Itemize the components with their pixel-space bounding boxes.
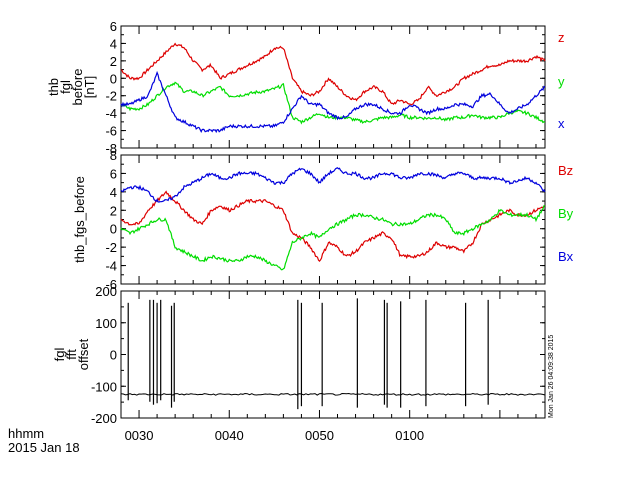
series-line-x xyxy=(120,70,546,134)
panel-bottom: 200 100 0 -100 -200 fglfftoffset xyxy=(52,284,546,426)
series-line-By xyxy=(120,205,546,271)
y-tick-label: -100 xyxy=(91,379,117,394)
y-tick-label: 8 xyxy=(110,148,117,163)
series-label-Bx: Bx xyxy=(558,249,574,264)
y-tick-label: -8 xyxy=(105,141,117,156)
y-tick-label: -4 xyxy=(105,259,117,274)
y-tick-label: 4 xyxy=(110,36,117,51)
y-axis-label-line: fgl xyxy=(52,348,67,362)
offset-baseline xyxy=(120,392,546,396)
y-tick-label: 0 xyxy=(110,348,117,363)
y-tick-label: 4 xyxy=(110,185,117,200)
y-tick-label: 2 xyxy=(110,203,117,218)
panel-top: 6 4 2 0 -2 -4 -6 -8 thbfglbefore[nT] z y x xyxy=(46,19,565,156)
y-tick-label: -6 xyxy=(105,277,117,292)
date-label: 2015 Jan 18 xyxy=(8,440,80,455)
y-tick-label: -2 xyxy=(105,89,117,104)
series-line-Bz xyxy=(120,190,546,262)
y-axis-label-line: [nT] xyxy=(82,76,97,98)
plot-timestamp: Mon Jan 26 04:09:38 2015 xyxy=(548,335,555,418)
y-tick-label: 100 xyxy=(95,316,117,331)
x-tick-label: 0040 xyxy=(215,428,244,443)
series-label-z: z xyxy=(558,30,565,45)
y-tick-label: 6 xyxy=(110,166,117,181)
y-axis-label: thbfglbefore[nT] xyxy=(46,69,97,106)
y-tick-label: -6 xyxy=(105,124,117,139)
y-tick-label: 2 xyxy=(110,54,117,69)
y-tick-label: 6 xyxy=(110,19,117,34)
y-axis-label-line: offset xyxy=(76,338,91,370)
y-axis-label-line: fft xyxy=(64,349,79,360)
series-line-Bx xyxy=(120,167,546,203)
panel-middle: 8 6 4 2 0 -2 -4 -6 thb_fgs_before Bz By Bx xyxy=(72,148,574,292)
panels-group: 6420-2-4-6-8thbfglbefore[nT]zyx86420-2-4… xyxy=(46,19,574,443)
y-tick-label: 0 xyxy=(110,222,117,237)
x-tick-label: 0100 xyxy=(395,428,424,443)
series-label-By: By xyxy=(558,206,574,221)
y-axis-label-line: before xyxy=(70,69,85,106)
series-line-y xyxy=(120,81,545,125)
y-axis-label: fglfftoffset xyxy=(52,338,91,370)
y-tick-label: -2 xyxy=(105,240,117,255)
series-label-x: x xyxy=(558,116,565,131)
series-line-z xyxy=(120,42,546,106)
series-label-Bz: Bz xyxy=(558,163,573,178)
y-axis-label: thb_fgs_before xyxy=(72,176,87,263)
y-tick-label: 0 xyxy=(110,71,117,86)
y-tick-label: -4 xyxy=(105,106,117,121)
y-tick-label: -200 xyxy=(91,411,117,426)
y-axis-label-line: thb xyxy=(46,78,61,96)
x-tick-label: 0050 xyxy=(305,428,334,443)
y-tick-label: 200 xyxy=(95,284,117,299)
x-tick-label: 0030 xyxy=(125,428,154,443)
y-axis-label-line: fgl xyxy=(58,80,73,94)
time-axis-label: hhmm xyxy=(8,426,44,441)
series-label-y: y xyxy=(558,74,565,89)
y-axis-label-line: thb_fgs_before xyxy=(72,176,87,263)
